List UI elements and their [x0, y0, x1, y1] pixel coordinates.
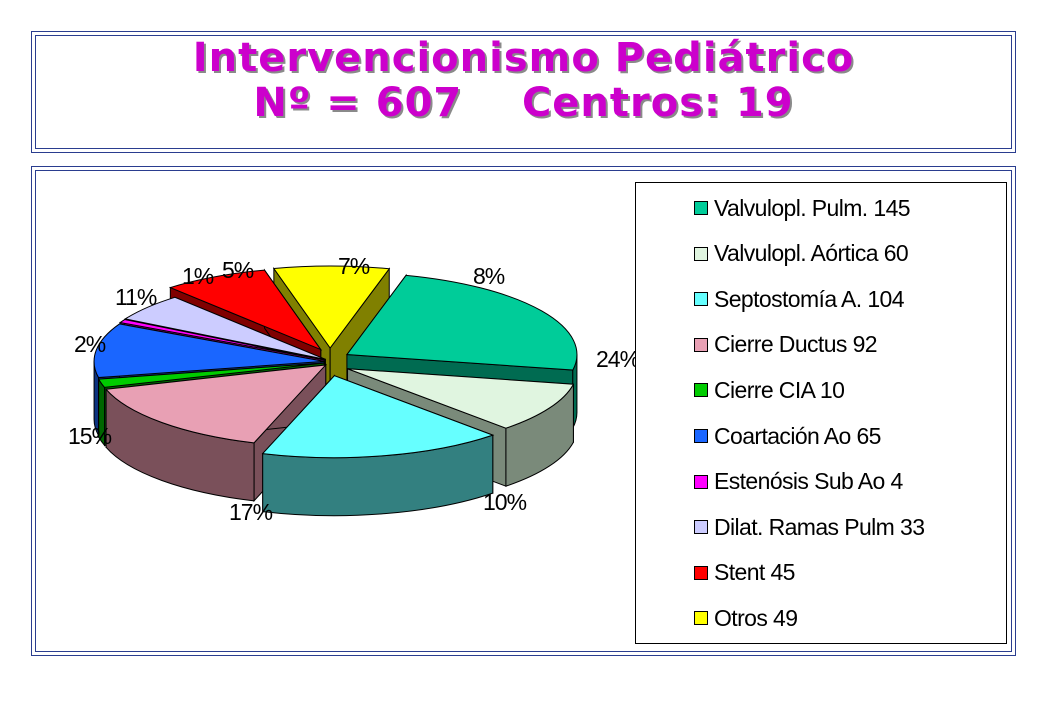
legend-swatch	[694, 246, 708, 261]
pie-slice	[118, 319, 325, 361]
legend-item: Stent 45	[694, 558, 795, 588]
data-label: 24%	[596, 346, 636, 372]
pie-slice	[97, 362, 325, 388]
legend-swatch	[694, 201, 708, 215]
legend-item: Dilat. Ramas Pulm 33	[694, 512, 925, 542]
pie-slice	[168, 269, 323, 351]
legend-swatch	[694, 292, 708, 307]
legend-label: Dilat. Ramas Pulm 33	[714, 513, 925, 540]
chart-legend: Valvulopl. Pulm. 145 Valvulopl. Aórtica 6…	[635, 182, 1007, 644]
pie-slice	[105, 364, 327, 444]
legend-item: Septostomía A. 104	[694, 284, 905, 314]
legend-label: Stent 45	[714, 559, 795, 586]
legend-swatch	[694, 337, 708, 352]
chart-area	[31, 166, 1016, 656]
chart-subtitle: Nº = 607 Centros: 19	[253, 80, 794, 126]
data-label: 5%	[222, 257, 254, 283]
data-label: 10%	[483, 489, 527, 515]
legend-item: Valvulopl. Aórtica 60	[694, 239, 909, 269]
legend-item: Otros 49	[694, 603, 798, 633]
pie-slice	[93, 323, 325, 379]
legend-label: Valvulopl. Aórtica 60	[714, 240, 909, 267]
legend-item: Valvulopl. Pulm. 145	[694, 193, 911, 223]
legend-label: Cierre CIA 10	[714, 376, 845, 403]
legend-item: Coartación Ao 65	[694, 421, 881, 451]
legend-item: Cierre CIA 10	[694, 375, 845, 405]
legend-label: Otros 49	[714, 604, 798, 631]
legend-item: Estenósis Sub Ao 4	[694, 467, 903, 497]
pie-chart: 24% 10% 17% 15% 2% 11% 1% 5% 7% 8%	[68, 253, 636, 525]
data-label: 11%	[115, 284, 157, 310]
data-label: 17%	[229, 499, 273, 525]
legend-swatch	[694, 565, 708, 580]
pie-slice	[261, 375, 495, 459]
data-label: 1%	[182, 263, 214, 289]
legend-swatch	[694, 429, 708, 443]
data-label: 7%	[338, 253, 370, 279]
pie-slice	[345, 274, 578, 371]
data-label: 8%	[473, 263, 505, 289]
legend-swatch	[694, 520, 708, 535]
legend-swatch	[694, 611, 708, 626]
data-label: 2%	[74, 331, 106, 357]
legend-label: Septostomía A. 104	[714, 285, 905, 312]
legend-label: Coartación Ao 65	[714, 422, 881, 449]
legend-label: Cierre Ductus 92	[714, 331, 878, 358]
legend-label: Valvulopl. Pulm. 145	[714, 194, 911, 221]
pie-slice	[347, 368, 575, 429]
legend-swatch	[694, 383, 708, 398]
legend-label: Estenósis Sub Ao 4	[714, 468, 903, 495]
pie-slice	[124, 296, 326, 360]
legend-swatch	[694, 474, 708, 489]
title-box: Intervencionismo Pediátrico Nº = 607 Cen…	[31, 31, 1016, 153]
chart-title: Intervencionismo Pediátrico	[192, 35, 855, 81]
data-label: 15%	[68, 423, 112, 449]
pie-slice	[272, 265, 391, 349]
legend-item: Cierre Ductus 92	[694, 330, 878, 360]
